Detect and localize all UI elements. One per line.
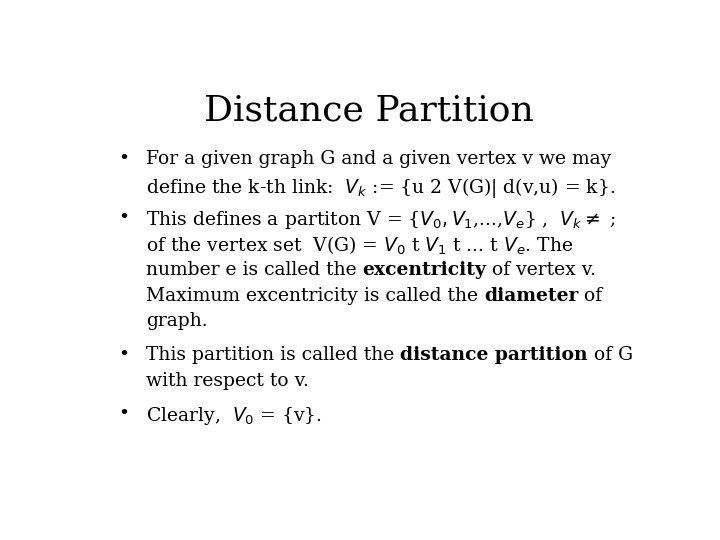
Text: graph.: graph.: [145, 313, 207, 330]
Text: •: •: [118, 346, 129, 364]
Text: •: •: [118, 210, 129, 227]
Text: number e is called the: number e is called the: [145, 261, 362, 279]
Text: of vertex v.: of vertex v.: [487, 261, 596, 279]
Text: •: •: [118, 405, 129, 423]
Text: This defines a partiton V = {$V_0, V_1$,...,$V_e$} ,  $V_k \neq$ ;: This defines a partiton V = {$V_0, V_1$,…: [145, 210, 616, 231]
Text: excentricity: excentricity: [362, 261, 487, 279]
Text: of: of: [578, 287, 603, 305]
Text: define the k-th link:  $V_k$ := {u 2 V(G)| d(v,u) = k}.: define the k-th link: $V_k$ := {u 2 V(G)…: [145, 176, 615, 200]
Text: For a given graph G and a given vertex v we may: For a given graph G and a given vertex v…: [145, 150, 611, 168]
Text: Clearly,  $V_0$ = {v}.: Clearly, $V_0$ = {v}.: [145, 405, 322, 427]
Text: Distance Partition: Distance Partition: [204, 94, 534, 128]
Text: with respect to v.: with respect to v.: [145, 372, 309, 390]
Text: •: •: [118, 150, 129, 168]
Text: of the vertex set  V(G) = $V_0$ t $V_1$ t ... t $V_e$. The: of the vertex set V(G) = $V_0$ t $V_1$ t…: [145, 235, 573, 258]
Text: distance partition: distance partition: [400, 346, 588, 364]
Text: Maximum excentricity is called the: Maximum excentricity is called the: [145, 287, 484, 305]
Text: of G: of G: [588, 346, 633, 364]
Text: This partition is called the: This partition is called the: [145, 346, 400, 364]
Text: diameter: diameter: [484, 287, 578, 305]
